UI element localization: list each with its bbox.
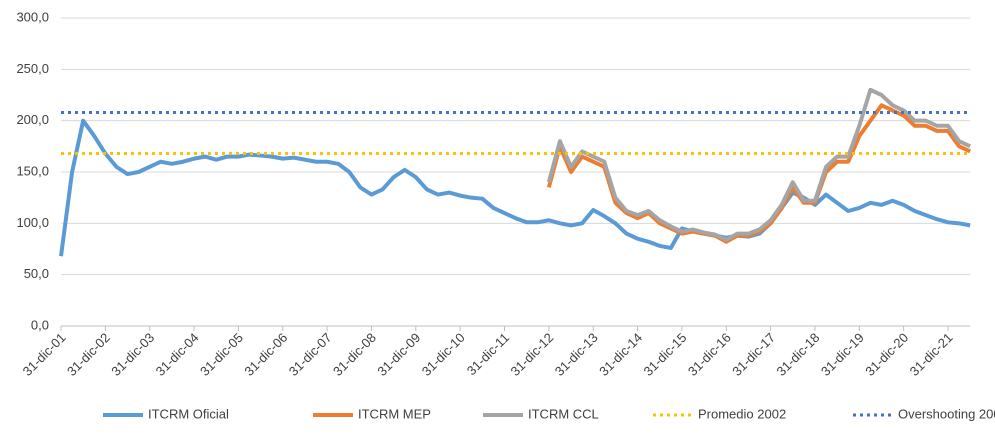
y-tick-label: 150,0 [16,163,49,178]
y-tick-label: 50,0 [24,266,49,281]
y-tick-label: 0,0 [31,317,49,332]
y-tick-label: 250,0 [16,61,49,76]
x-tick-label: 31-dic-19 [818,330,867,379]
legend-label: Overshooting 2002 [898,406,995,421]
x-tick-label: 31-dic-15 [641,330,690,379]
x-tick-label: 31-dic-12 [507,330,556,379]
legend-label: ITCRM Oficial [148,406,229,421]
x-tick-label: 31-dic-01 [20,330,69,379]
x-tick-label: 31-dic-09 [374,330,423,379]
series-line [546,87,972,242]
x-tick-label: 31-dic-18 [774,330,823,379]
legend-label: ITCRM MEP [358,406,431,421]
x-tick-label: 31-dic-06 [241,330,290,379]
x-tick-label: 31-dic-13 [552,330,601,379]
x-tick-label: 31-dic-08 [330,330,379,379]
series-line [59,118,971,257]
x-tick-label: 31-dic-20 [862,330,911,379]
legend-label: ITCRM CCL [528,406,599,421]
y-tick-label: 200,0 [16,112,49,127]
x-tick-label: 31-dic-03 [108,330,157,379]
x-tick-label: 31-dic-10 [419,330,468,379]
y-tick-label: 100,0 [16,215,49,230]
x-tick-label: 31-dic-02 [64,330,113,379]
y-tick-label: 300,0 [16,9,49,24]
x-tick-label: 31-dic-17 [729,330,778,379]
x-tick-label: 31-dic-21 [907,330,956,379]
x-tick-label: 31-dic-07 [286,330,335,379]
x-tick-label: 31-dic-04 [153,330,202,379]
x-tick-label: 31-dic-14 [596,330,645,379]
x-tick-label: 31-dic-05 [197,330,246,379]
legend-label: Promedio 2002 [698,406,786,421]
x-tick-label: 31-dic-11 [464,330,512,378]
x-tick-label: 31-dic-16 [685,330,734,379]
